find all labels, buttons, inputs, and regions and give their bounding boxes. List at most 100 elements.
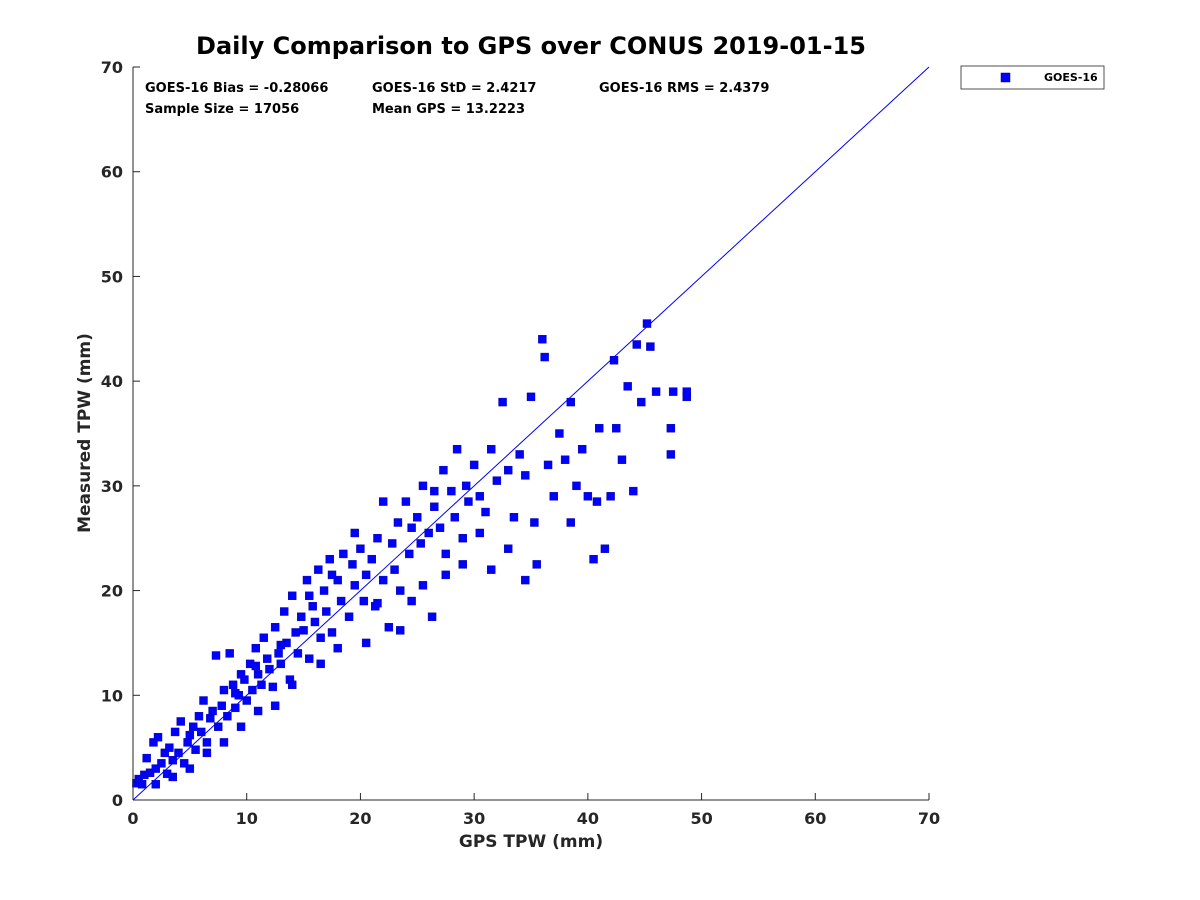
legend-label: GOES-16 [1044, 71, 1098, 84]
data-point [153, 732, 163, 742]
data-point [396, 626, 405, 635]
data-point [396, 586, 405, 595]
legend-marker [1000, 72, 1011, 83]
data-point [251, 661, 261, 671]
data-point [174, 748, 183, 758]
data-point [458, 534, 467, 543]
data-point [288, 680, 297, 690]
data-point [214, 722, 223, 731]
data-point [288, 591, 297, 601]
data-point [325, 554, 334, 564]
data-point [197, 727, 206, 737]
data-point [515, 450, 524, 459]
data-point [316, 633, 325, 642]
data-point [160, 748, 170, 758]
data-point [378, 575, 388, 585]
y-axis-ticks: 0 10 20 30 40 50 60 70 [101, 58, 140, 810]
data-point [498, 397, 507, 407]
legend: GOES-16 [960, 65, 1105, 90]
data-point [183, 738, 192, 747]
data-point [179, 759, 189, 768]
data-point [435, 523, 445, 532]
data-point [319, 586, 329, 595]
data-point [390, 565, 399, 574]
data-point [293, 649, 303, 658]
y-tick-label: 50 [101, 267, 123, 286]
data-point [251, 643, 261, 653]
data-point [211, 651, 221, 660]
data-point [291, 628, 300, 637]
data-point [450, 513, 460, 522]
x-tick-label: 10 [236, 809, 258, 828]
data-point [305, 654, 314, 663]
data-point [509, 513, 519, 522]
data-point [481, 507, 490, 517]
data-point [361, 638, 371, 648]
data-point [359, 596, 369, 606]
data-point [151, 780, 160, 789]
data-point [310, 617, 320, 627]
data-point [560, 455, 570, 464]
data-point [441, 549, 450, 559]
stat-rms: GOES-16 RMS = 2.4379 [599, 81, 769, 96]
data-point [592, 497, 602, 506]
stat-sample-size: Sample Size = 17056 [145, 102, 299, 117]
data-point [151, 764, 160, 773]
data-point [185, 730, 195, 740]
data-point [393, 518, 403, 527]
data-point [268, 682, 278, 692]
x-axis-ticks: 0 10 20 30 40 50 60 70 [127, 793, 940, 828]
data-point [407, 596, 416, 606]
legend-box [960, 65, 1105, 90]
data-point [577, 445, 587, 454]
data-point [504, 465, 513, 475]
data-point [521, 471, 530, 480]
data-point [401, 497, 411, 506]
scatter-points [132, 319, 691, 789]
data-point [612, 424, 621, 433]
data-point [666, 450, 676, 459]
data-point [333, 575, 342, 585]
data-point [427, 612, 437, 621]
data-point [297, 612, 306, 621]
data-point [407, 523, 416, 532]
data-point [464, 497, 473, 506]
data-point [350, 528, 359, 538]
data-point [274, 649, 283, 658]
x-tick-label: 70 [918, 809, 940, 828]
data-point [492, 476, 502, 485]
data-point [189, 722, 198, 731]
data-point [336, 596, 346, 606]
data-point [202, 748, 212, 758]
data-point [666, 424, 676, 433]
data-point [265, 664, 274, 674]
data-point [504, 544, 513, 553]
data-point [168, 772, 178, 782]
y-tick-label: 10 [101, 686, 123, 705]
x-tick-label: 30 [463, 809, 485, 828]
data-point [373, 534, 382, 543]
data-point [280, 607, 289, 616]
data-point [361, 570, 371, 580]
x-tick-label: 50 [690, 809, 712, 828]
data-point [617, 455, 627, 464]
data-point [632, 340, 641, 349]
data-point [191, 745, 200, 754]
data-point [487, 445, 496, 454]
data-point [452, 445, 462, 454]
data-point [262, 654, 272, 663]
data-point [231, 688, 240, 698]
data-point [418, 581, 428, 590]
data-point [475, 528, 485, 538]
data-point [305, 591, 314, 601]
y-tick-label: 60 [101, 163, 123, 182]
data-point [378, 497, 388, 506]
data-point [526, 392, 536, 402]
data-point [461, 481, 471, 491]
data-point [165, 743, 174, 752]
data-point [327, 628, 337, 637]
data-point [600, 544, 610, 553]
stat-bias: GOES-16 Bias = -0.28066 [145, 81, 328, 96]
data-point [646, 342, 655, 351]
data-point [219, 685, 229, 695]
